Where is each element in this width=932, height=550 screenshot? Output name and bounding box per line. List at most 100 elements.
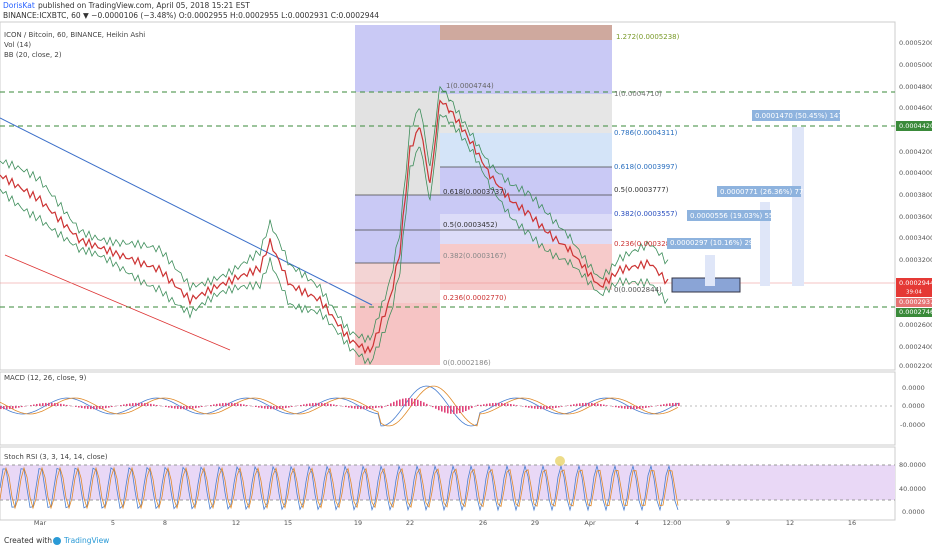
histogram-bar xyxy=(438,406,440,411)
price-axis-label: 0.0003800 xyxy=(899,191,932,199)
fib-label: 1(0.0004744) xyxy=(446,82,494,90)
measure-range xyxy=(792,127,804,286)
histogram-bar xyxy=(129,403,131,406)
histogram-bar xyxy=(81,406,83,409)
histogram-bar xyxy=(390,403,392,406)
histogram-bar xyxy=(621,406,623,409)
histogram-bar xyxy=(537,406,539,409)
histogram-bar xyxy=(312,403,314,406)
histogram-bar xyxy=(282,406,284,409)
time-axis-label: 5 xyxy=(111,519,115,527)
histogram-bar xyxy=(450,406,452,414)
histogram-bar xyxy=(555,406,557,408)
histogram-bar xyxy=(138,402,140,406)
histogram-bar xyxy=(84,406,86,409)
fib-label: 1(0.0004710) xyxy=(614,90,662,98)
histogram-bar xyxy=(600,404,602,406)
brand-logo xyxy=(53,537,61,545)
histogram-bar xyxy=(630,406,632,410)
histogram-bar xyxy=(567,405,569,406)
measure-label: 0.0000556 (19.03%) 556 xyxy=(690,212,778,220)
histogram-bar xyxy=(465,406,467,412)
author[interactable]: DorisKat xyxy=(3,1,35,10)
histogram-bar xyxy=(345,406,347,408)
histogram-bar xyxy=(258,406,260,408)
histogram-bar xyxy=(276,406,278,410)
price-axis-label: 0.0005200 xyxy=(899,39,932,47)
histogram-bar xyxy=(144,403,146,406)
histogram-bar xyxy=(327,403,329,406)
histogram-bar xyxy=(75,406,77,407)
histogram-bar xyxy=(648,406,650,408)
time-axis-label: 12 xyxy=(232,519,240,527)
histogram-bar xyxy=(306,403,308,406)
histogram-bar xyxy=(6,406,8,410)
histogram-bar xyxy=(603,404,605,406)
histogram-bar xyxy=(48,402,50,406)
histogram-bar xyxy=(189,406,191,409)
histogram-bar xyxy=(198,406,200,408)
histogram-bar xyxy=(21,406,23,408)
histogram-bar xyxy=(324,403,326,406)
histogram-bar xyxy=(195,406,197,409)
quote: BINANCE:ICXBTC, 60 ▼ −0.0000106 (−3.48%)… xyxy=(3,11,379,20)
histogram-bar xyxy=(255,406,257,407)
histogram-bar xyxy=(42,403,44,406)
fib-label: 0.382(0.0003167) xyxy=(443,252,507,260)
histogram-bar xyxy=(426,403,428,406)
histogram-bar xyxy=(585,402,587,406)
histogram-bar xyxy=(318,402,320,406)
histogram-bar xyxy=(57,403,59,406)
histogram-bar xyxy=(423,402,425,406)
marker-bg xyxy=(896,121,932,131)
histogram-bar xyxy=(174,406,176,409)
histogram-bar xyxy=(393,401,395,406)
histogram-bar xyxy=(582,403,584,406)
histogram-bar xyxy=(639,406,641,409)
time-axis-label: 22 xyxy=(406,519,414,527)
price-axis-label: 0.0004000 xyxy=(899,169,932,177)
axis-label: 0.0000 xyxy=(902,402,925,410)
time-axis-label: 19 xyxy=(354,519,362,527)
histogram-bar xyxy=(315,402,317,406)
fib-zone xyxy=(440,167,612,214)
fib-zone xyxy=(440,40,612,94)
histogram-bar xyxy=(120,405,122,406)
histogram-bar xyxy=(333,404,335,406)
histogram-bar xyxy=(0,406,2,410)
fib-label: 0.5(0.0003777) xyxy=(614,186,669,194)
price-axis-label: 0.0003600 xyxy=(899,213,932,221)
histogram-bar xyxy=(513,404,515,406)
histogram-bar xyxy=(375,406,377,409)
histogram-bar xyxy=(495,402,497,406)
footer-brand[interactable]: TradingView xyxy=(63,536,109,545)
histogram-bar xyxy=(612,406,614,407)
histogram-bar xyxy=(309,403,311,406)
histogram-bar xyxy=(486,403,488,406)
histogram-bar xyxy=(243,404,245,406)
histogram-bar xyxy=(624,406,626,409)
time-axis-label: 9 xyxy=(726,519,730,527)
histogram-bar xyxy=(186,406,188,410)
histogram-bar xyxy=(516,405,518,406)
histogram-bar xyxy=(510,404,512,406)
histogram-bar xyxy=(132,403,134,406)
histogram-bar xyxy=(546,406,548,410)
time-axis-label: 15 xyxy=(284,519,292,527)
histogram-bar xyxy=(669,403,671,406)
time-axis-label: 8 xyxy=(163,519,167,527)
histogram-bar xyxy=(141,402,143,406)
histogram-bar xyxy=(150,403,152,406)
measure-bg xyxy=(717,186,801,197)
histogram-bar xyxy=(102,406,104,409)
price-axis-label: 0.0004200 xyxy=(899,148,932,156)
histogram-bar xyxy=(642,406,644,409)
histogram-bar xyxy=(153,404,155,406)
histogram-bar xyxy=(30,405,32,406)
axis-label: -0.0000 xyxy=(900,421,925,429)
fib-label: 0.618(0.0003737) xyxy=(443,188,507,196)
fib-zone xyxy=(440,25,612,40)
histogram-bar xyxy=(267,406,269,409)
histogram-bar xyxy=(570,404,572,406)
histogram-bar xyxy=(414,398,416,406)
